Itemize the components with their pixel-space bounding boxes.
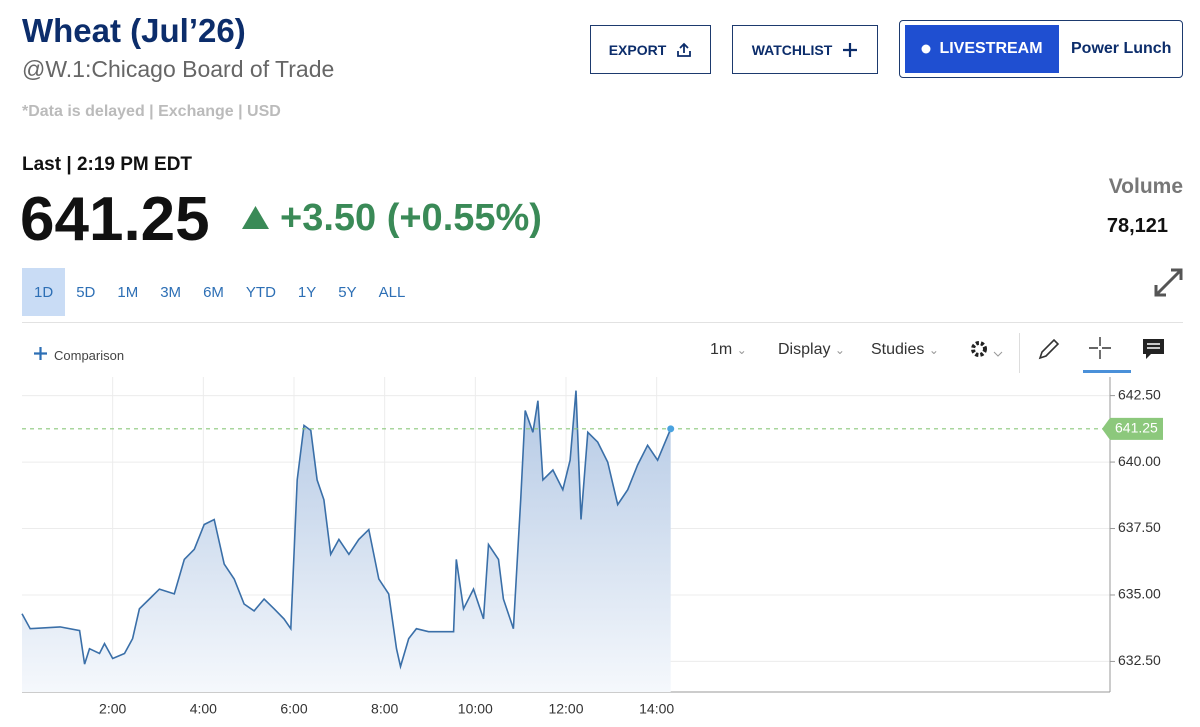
volume: 78,121 [1106, 215, 1168, 237]
range-tab[interactable]: 1Y [297, 283, 317, 301]
area [22, 390, 671, 692]
watchlist-label: WATCHLIST [751, 41, 833, 58]
x-tick-label: 6:00 [280, 701, 307, 717]
watchlist-button[interactable]: WATCHLIST [732, 25, 878, 74]
range-tab[interactable]: 5Y [338, 283, 357, 301]
price: 641.25 [20, 185, 210, 254]
last-point [667, 425, 675, 433]
x-tick-label: 8:00 [371, 701, 398, 717]
volume-label: Volume [1108, 175, 1183, 198]
studies: Studies [871, 341, 925, 358]
studies-menu[interactable]: Studies ⌄ [871, 341, 939, 358]
x-tick-label: 14:00 [639, 701, 674, 717]
y-tick-label: 635.00 [1118, 586, 1161, 602]
plus-icon [34, 347, 47, 360]
last-price-label: 641.25 [1115, 420, 1158, 436]
show-link[interactable]: Power Lunch [1071, 40, 1172, 57]
draw-icon[interactable] [1037, 337, 1061, 361]
last-label: Last | 2:19 PM EDT [22, 154, 193, 175]
y-tick-label: 637.50 [1118, 519, 1161, 535]
range-tab[interactable]: 3M [160, 283, 182, 301]
range-tab[interactable]: YTD [245, 283, 276, 301]
price-change: +3.50 (+0.55%) [280, 197, 542, 239]
last-price-tag [1102, 417, 1163, 440]
price-line [21, 390, 672, 670]
export-label: EXPORT [608, 41, 667, 58]
y-tick-label: 642.50 [1118, 386, 1161, 402]
comment-icon[interactable] [1142, 338, 1166, 360]
y-tick-label: 632.50 [1118, 652, 1161, 668]
range-tab[interactable]: 6M [203, 283, 224, 301]
title: Wheat (Jul’26) [22, 12, 246, 49]
separator [1019, 333, 1020, 373]
interval: 1m [710, 341, 733, 358]
livestream-label: LIVESTREAM [939, 40, 1043, 57]
live-box: LIVESTREAM Power Lunch [899, 20, 1183, 78]
divider [22, 322, 1183, 323]
x-tick-label: 12:00 [548, 701, 583, 717]
plus-icon [843, 42, 858, 57]
crosshair-icon[interactable] [1088, 336, 1112, 360]
range-tabs: 1D 5D 1M 3M 6M YTD 1Y 5Y ALL [22, 268, 416, 316]
display-menu[interactable]: Display ⌄ [778, 341, 845, 358]
export-icon [677, 42, 692, 57]
x-tick-label: 4:00 [190, 701, 217, 717]
y-tick-label: 640.00 [1118, 453, 1161, 469]
x-tick-label: 10:00 [458, 701, 493, 717]
expand-icon[interactable] [1153, 267, 1184, 298]
range-tab[interactable]: ALL [378, 283, 406, 301]
active-tool [1083, 370, 1131, 373]
range-tab[interactable]: 1M [117, 283, 139, 301]
x-tick-label: 2:00 [99, 701, 126, 717]
comparison[interactable]: Comparison [54, 348, 125, 363]
symbol: @W.1:Chicago Board of Trade [22, 56, 335, 82]
export-button[interactable]: EXPORT [590, 25, 711, 74]
live-dot [921, 44, 931, 54]
range-tab[interactable]: 1D [22, 268, 66, 316]
display: Display [778, 341, 831, 358]
data-note: *Data is delayed | Exchange | USD [22, 103, 281, 120]
range-tab[interactable]: 5D [76, 283, 96, 301]
livestream-button[interactable]: LIVESTREAM [905, 25, 1059, 73]
settings-icon[interactable] [968, 338, 1006, 362]
interval-menu[interactable]: 1m ⌄ [710, 341, 747, 358]
up-arrow [242, 206, 269, 229]
